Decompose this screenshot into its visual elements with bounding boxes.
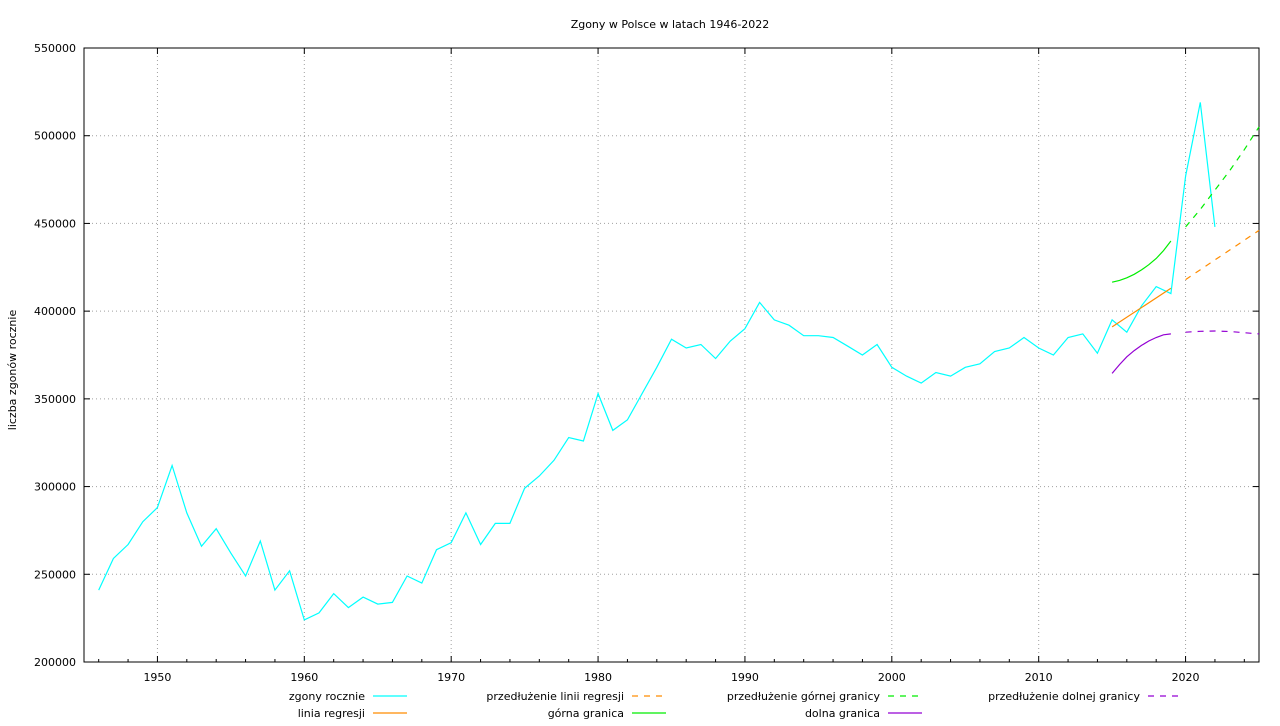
series-line-0 — [98, 102, 1216, 621]
y-tick-label: 250000 — [34, 568, 76, 581]
series-line-5 — [1185, 126, 1260, 228]
x-tick-label: 2010 — [1025, 671, 1053, 684]
y-tick-label: 550000 — [34, 42, 76, 55]
axis-ticks: 200000 250000 300000 350000 400000 450000 5000… — [34, 42, 1259, 684]
legend-label: dolna granica — [805, 707, 880, 720]
y-tick-label: 500000 — [34, 130, 76, 143]
series-line-2 — [1111, 240, 1172, 283]
chart-title: Zgony w Polsce w latach 1946-2022 — [571, 18, 770, 31]
legend-label: przedłużenie dolnej granicy — [988, 690, 1140, 703]
y-tick-label: 450000 — [34, 217, 76, 230]
legend-label: górna granica — [548, 707, 624, 720]
legend-label: przedłużenie górnej granicy — [727, 690, 881, 703]
x-tick-label: 1950 — [143, 671, 171, 684]
x-tick-label: 1960 — [290, 671, 318, 684]
y-tick-label: 300000 — [34, 481, 76, 494]
x-tick-label: 1970 — [437, 671, 465, 684]
y-axis-label: liczba zgonów rocznie — [6, 310, 19, 431]
y-tick-label: 200000 — [34, 656, 76, 669]
x-tick-label: 1980 — [584, 671, 612, 684]
data-series — [98, 102, 1260, 621]
x-tick-label: 1990 — [731, 671, 759, 684]
grid-lines — [84, 48, 1259, 662]
legend: zgony rocznie przedłużenie linii regresji… — [289, 690, 1182, 720]
x-tick-label: 2000 — [878, 671, 906, 684]
series-line-6 — [1185, 330, 1260, 335]
series-line-1 — [1111, 287, 1172, 328]
legend-label: zgony rocznie — [289, 690, 365, 703]
legend-label: przedłużenie linii regresji — [486, 690, 624, 703]
x-tick-label: 2020 — [1172, 671, 1200, 684]
legend-label: linia regresji — [298, 707, 365, 720]
series-line-3 — [1111, 333, 1171, 374]
plot-area — [83, 47, 1260, 663]
series-line-4 — [1185, 229, 1260, 281]
y-tick-label: 400000 — [34, 305, 76, 318]
y-tick-label: 350000 — [34, 393, 76, 406]
